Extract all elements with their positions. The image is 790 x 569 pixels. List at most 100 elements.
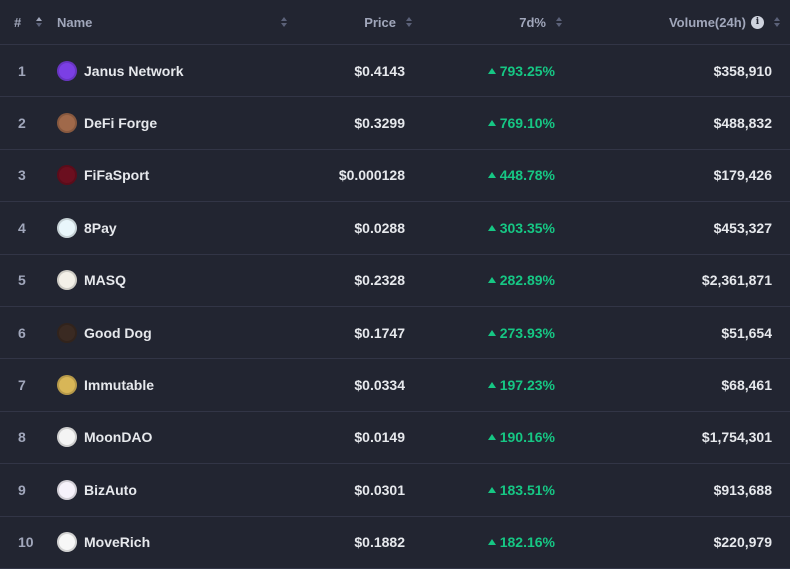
- caret-up-icon: [487, 434, 496, 441]
- name-cell[interactable]: BizAuto: [57, 464, 287, 515]
- rank-cell: 2: [18, 97, 48, 148]
- volume-value: $913,688: [713, 481, 772, 498]
- price-cell: $0.0288: [354, 202, 405, 253]
- coin-name[interactable]: Good Dog: [84, 324, 152, 341]
- table-row[interactable]: 2 DeFi Forge $0.3299 769.10% $488,832: [0, 97, 790, 150]
- name-sort-icon[interactable]: [281, 17, 287, 27]
- table-row[interactable]: 3 FiFaSport $0.000128 448.78% $179,426: [0, 150, 790, 203]
- rank-value: 7: [18, 377, 26, 394]
- caret-up-icon: [487, 172, 496, 179]
- table-row[interactable]: 10 MoveRich $0.1882 182.16% $220,979: [0, 517, 790, 569]
- price-cell: $0.1882: [354, 517, 405, 568]
- coin-name[interactable]: DeFi Forge: [84, 115, 158, 132]
- name-column-header[interactable]: Name: [57, 0, 287, 44]
- name-cell[interactable]: Immutable: [57, 359, 287, 410]
- name-cell[interactable]: 8Pay: [57, 202, 287, 253]
- volume-value: $358,910: [713, 62, 772, 79]
- change-cell: 282.89%: [487, 255, 555, 306]
- price-cell: $0.2328: [354, 255, 405, 306]
- coin-name[interactable]: 8Pay: [84, 219, 117, 236]
- name-cell[interactable]: DeFi Forge: [57, 97, 287, 148]
- change-value: 282.89%: [499, 272, 555, 289]
- coin-name[interactable]: MoveRich: [84, 534, 151, 551]
- table-row[interactable]: 7 Immutable $0.0334 197.23% $68,461: [0, 359, 790, 412]
- coin-name[interactable]: MoonDAO: [84, 429, 153, 446]
- name-cell[interactable]: Good Dog: [57, 307, 287, 358]
- table-row[interactable]: 4 8Pay $0.0288 303.35% $453,327: [0, 202, 790, 255]
- coin-name[interactable]: BizAuto: [84, 481, 137, 498]
- price-value: $0.3299: [354, 115, 405, 132]
- price-value: $0.0149: [354, 429, 405, 446]
- rank-cell: 5: [18, 255, 48, 306]
- defi-forge-logo-icon: [57, 113, 77, 134]
- price-column-header[interactable]: Price: [364, 0, 412, 44]
- volume-cell: $488,832: [714, 97, 772, 148]
- volume-column-header[interactable]: Volume(24h) i: [669, 0, 780, 44]
- caret-up-icon: [487, 539, 496, 546]
- price-value: $0.0334: [354, 377, 405, 394]
- price-cell: $0.1747: [354, 307, 405, 358]
- coin-name[interactable]: MASQ: [84, 272, 126, 289]
- table-row[interactable]: 5 MASQ $0.2328 282.89% $2,361,871: [0, 255, 790, 307]
- name-cell[interactable]: MoonDAO: [57, 412, 287, 463]
- change-header-label: 7d%: [519, 14, 546, 30]
- volume-header-label: Volume(24h): [668, 14, 746, 30]
- name-cell[interactable]: MASQ: [57, 255, 287, 306]
- price-value: $0.2328: [354, 272, 405, 289]
- caret-up-icon: [487, 486, 496, 493]
- rank-cell: 7: [18, 359, 48, 410]
- change-value: 273.93%: [499, 324, 555, 341]
- rank-sort-icon[interactable]: [36, 17, 42, 27]
- rank-value: 4: [18, 219, 26, 236]
- info-icon[interactable]: i: [751, 15, 764, 29]
- volume-cell: $913,688: [714, 464, 772, 515]
- table-row[interactable]: 9 BizAuto $0.0301 183.51% $913,688: [0, 464, 790, 517]
- volume-sort-icon[interactable]: [774, 17, 780, 27]
- change-cell: 303.35%: [487, 202, 555, 253]
- volume-value: $220,979: [713, 534, 772, 551]
- janus-network-logo-icon: [57, 60, 77, 81]
- change-sort-icon[interactable]: [556, 17, 562, 27]
- change-cell: 273.93%: [487, 307, 555, 358]
- caret-up-icon: [487, 67, 496, 74]
- caret-up-icon: [487, 329, 496, 336]
- price-cell: $0.0334: [354, 359, 405, 410]
- table-row[interactable]: 6 Good Dog $0.1747 273.93% $51,654: [0, 307, 790, 360]
- 8pay-logo-icon: [57, 217, 77, 238]
- price-cell: $0.4143: [354, 45, 405, 96]
- name-cell[interactable]: MoveRich: [57, 517, 287, 568]
- rank-value: 8: [18, 429, 26, 446]
- rank-cell: 10: [18, 517, 48, 568]
- volume-value: $179,426: [713, 167, 772, 184]
- rank-cell: 6: [18, 307, 48, 358]
- change-cell: 182.16%: [487, 517, 555, 568]
- volume-cell: $453,327: [714, 202, 772, 253]
- change-value: 197.23%: [499, 377, 555, 394]
- name-cell[interactable]: Janus Network: [57, 45, 287, 96]
- coin-name[interactable]: FiFaSport: [84, 167, 150, 184]
- table-row[interactable]: 8 MoonDAO $0.0149 190.16% $1,754,301: [0, 412, 790, 465]
- change-value: 769.10%: [499, 115, 555, 132]
- rank-cell: 1: [18, 45, 48, 96]
- bizauto-logo-icon: [57, 479, 77, 500]
- volume-cell: $179,426: [714, 150, 772, 201]
- change-column-header[interactable]: 7d%: [519, 0, 562, 44]
- rank-value: 9: [18, 481, 26, 498]
- table-row[interactable]: 1 Janus Network $0.4143 793.25% $358,910: [0, 45, 790, 98]
- rank-cell: 4: [18, 202, 48, 253]
- coin-name[interactable]: Immutable: [84, 377, 155, 394]
- rank-cell: 8: [18, 412, 48, 463]
- price-header-label: Price: [364, 14, 396, 30]
- change-cell: 190.16%: [487, 412, 555, 463]
- rank-header-label: #: [14, 14, 22, 30]
- change-cell: 197.23%: [487, 359, 555, 410]
- coin-name[interactable]: Janus Network: [84, 62, 184, 79]
- price-value: $0.0288: [354, 219, 405, 236]
- rank-column-header[interactable]: #: [14, 0, 44, 44]
- caret-up-icon: [487, 224, 496, 231]
- change-cell: 793.25%: [487, 45, 555, 96]
- caret-up-icon: [487, 382, 496, 389]
- price-sort-icon[interactable]: [406, 17, 412, 27]
- name-cell[interactable]: FiFaSport: [57, 150, 287, 201]
